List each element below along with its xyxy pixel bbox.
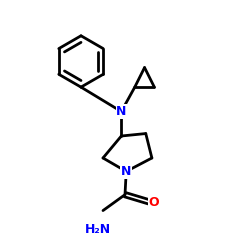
Text: O: O [148,196,159,208]
Text: N: N [116,105,126,118]
Text: N: N [121,165,132,178]
Text: H₂N: H₂N [85,223,111,236]
